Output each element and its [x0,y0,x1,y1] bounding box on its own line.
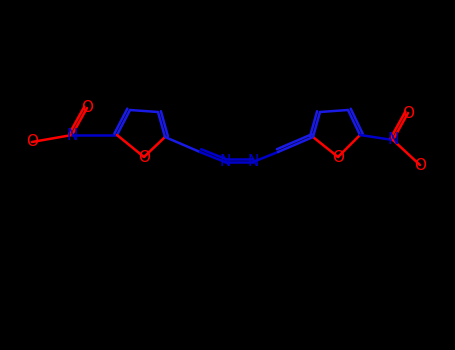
Text: O: O [138,149,150,164]
Text: O: O [332,149,344,164]
Text: O: O [402,105,414,120]
Text: O: O [414,158,426,173]
Text: N: N [66,127,78,142]
Text: N: N [219,154,231,169]
Text: N: N [248,154,259,169]
Text: O: O [26,134,38,149]
Text: N: N [387,133,399,147]
Text: O: O [81,100,93,116]
